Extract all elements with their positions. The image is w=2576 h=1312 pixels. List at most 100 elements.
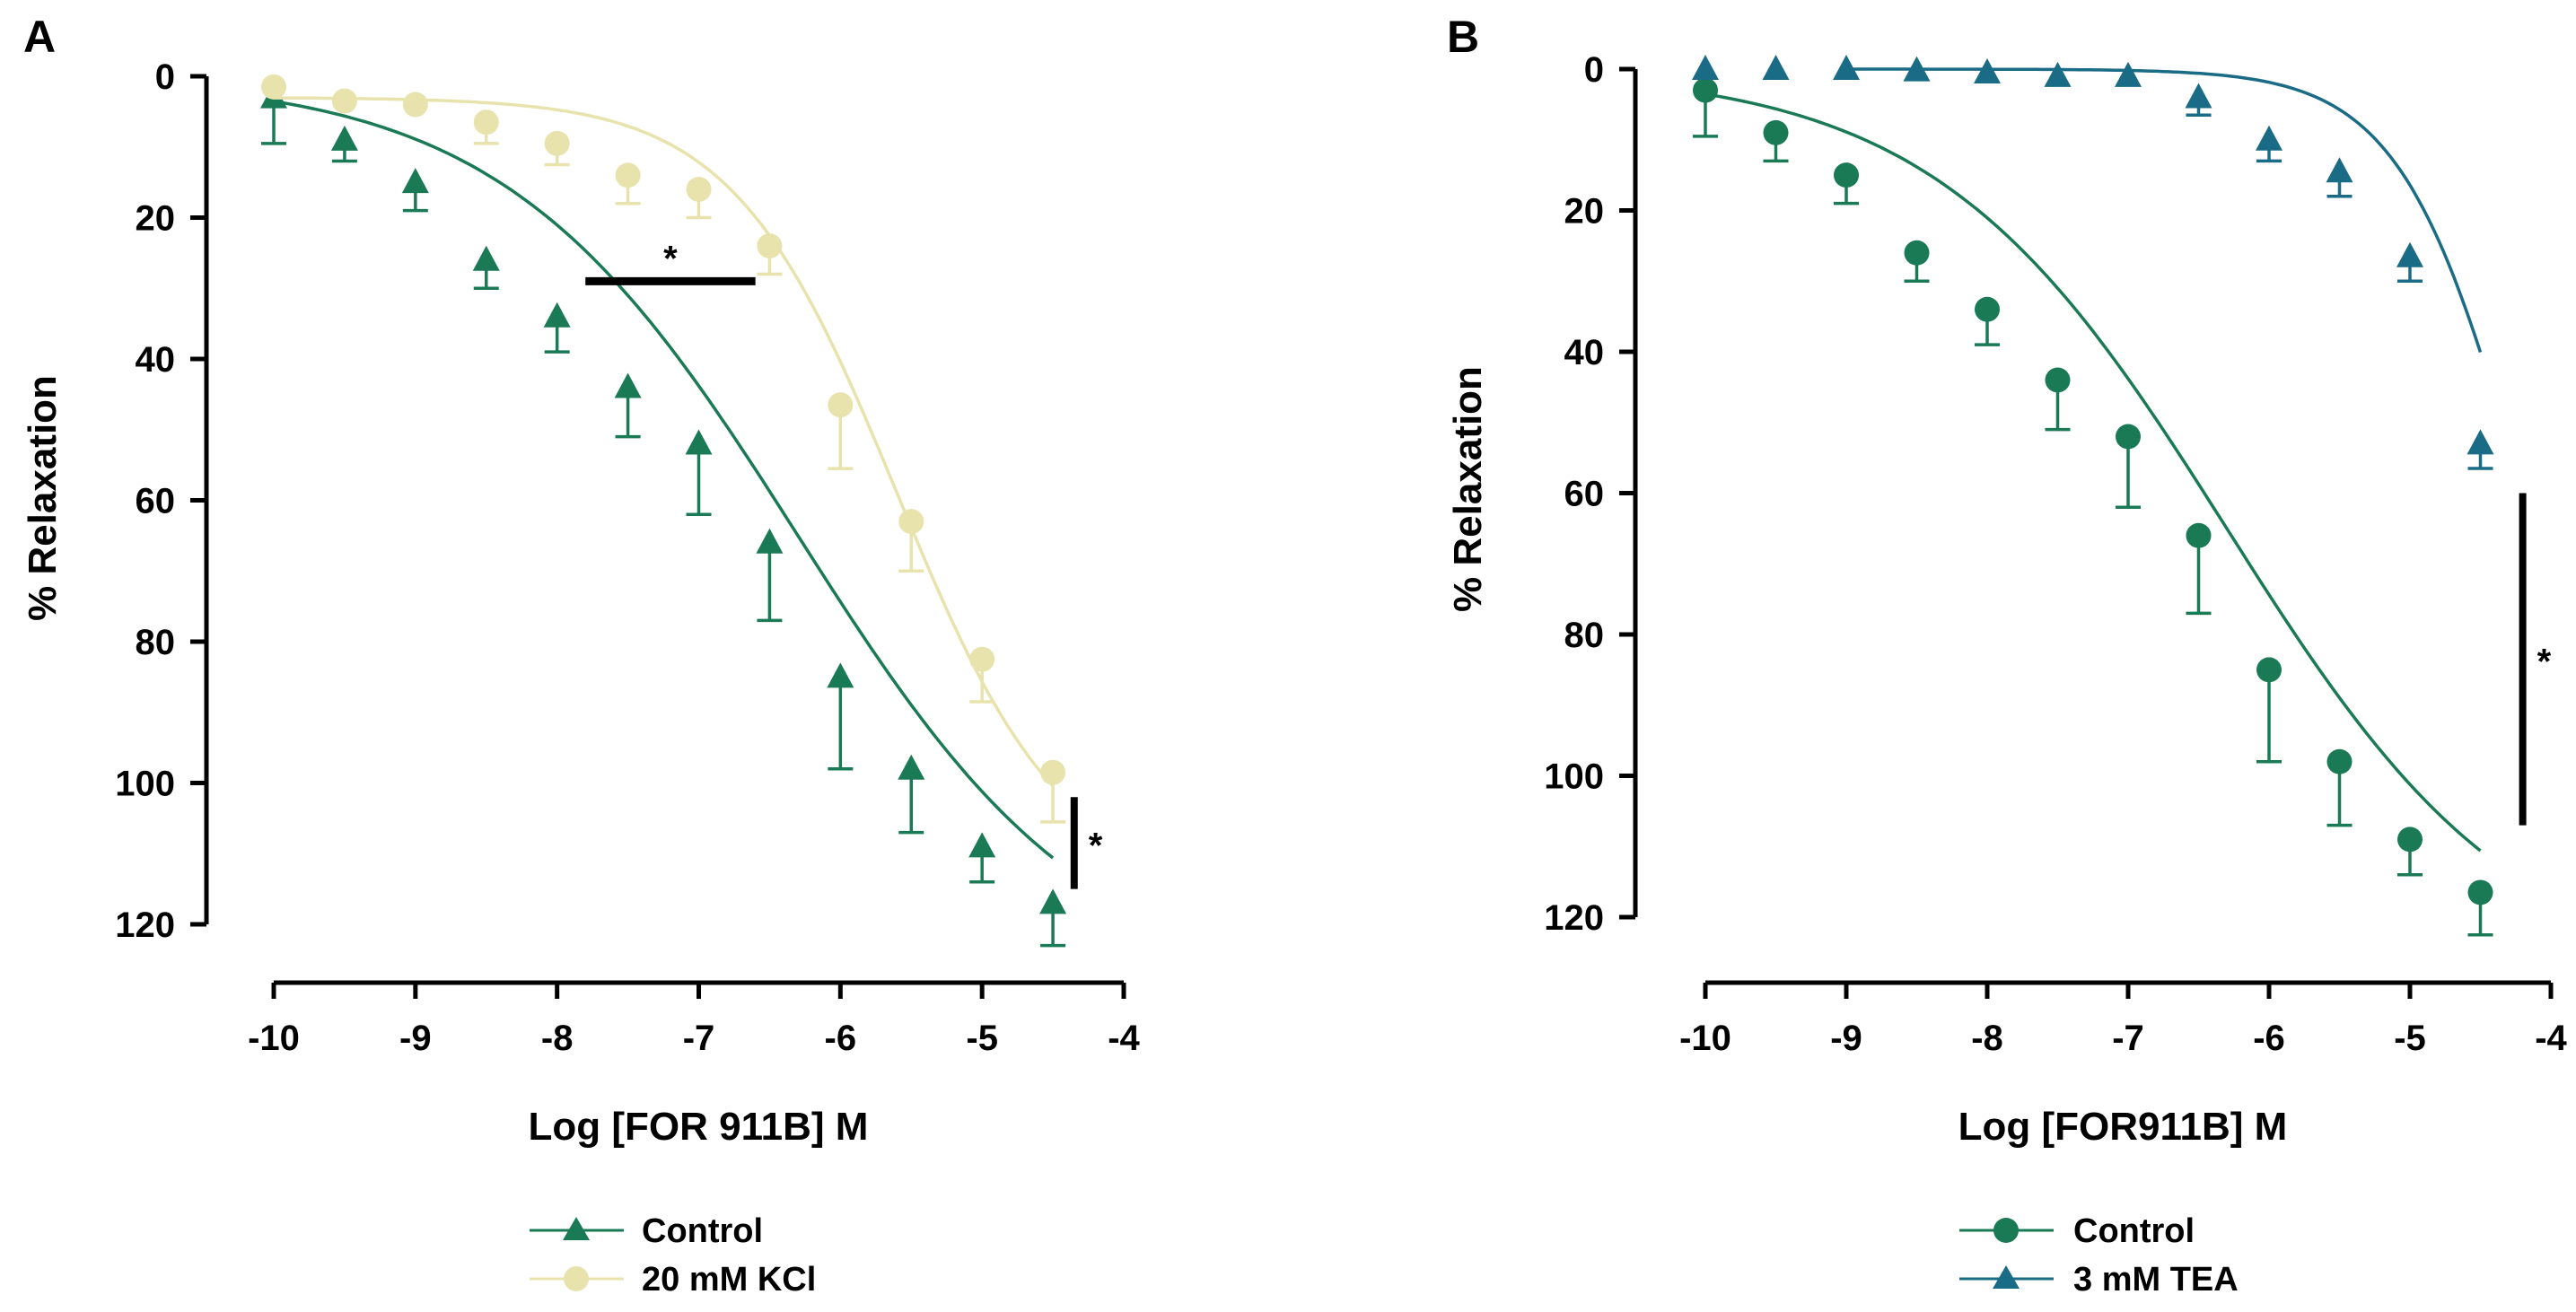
data-point-20-mm-kcl-a [331,88,357,114]
y-tick-label-a: 20 [136,199,176,239]
y-tick-label-b: 80 [1564,616,1605,655]
fit-curve-20-mm-kcl-a [274,96,1055,787]
legend-label-kcl-a: 20 mM KCl [642,1261,816,1299]
panel-b: B Log [FOR911B] M % Relaxation Control 3… [1446,12,2568,1299]
data-point-20-mm-kcl-a [898,509,924,535]
data-point-3-mm-tea-b [1762,55,1790,80]
data-point-3-mm-tea-b [2396,241,2423,267]
data-point-20-mm-kcl-a [969,646,995,672]
significance-label-a: * [663,239,678,278]
legend-marker-kcl-a [564,1266,589,1291]
y-tick-label-b: 60 [1564,475,1605,514]
data-point-20-mm-kcl-a [757,233,783,258]
legend-entry-control-a: Control [530,1212,763,1250]
significance-label-b: * [2537,643,2552,682]
y-tick-label-a: 100 [115,765,175,804]
data-point-3-mm-tea-b [2326,157,2353,183]
data-point-20-mm-kcl-a [1040,759,1066,785]
data-point-20-mm-kcl-a [473,109,499,136]
data-point-20-mm-kcl-a [615,162,641,188]
legend-marker-tea-b [1993,1265,2020,1289]
x-tick-label-a: -5 [966,1019,998,1058]
significance-label-a: * [1089,826,1103,865]
fit-curve-3-mm-tea-b [1846,67,2483,354]
x-tick-label-a: -4 [1108,1019,1140,1058]
data-point-3-mm-tea-b [1833,55,1860,80]
data-point-3-mm-tea-b [2115,61,2142,87]
y-tick-label-a: 40 [136,340,176,380]
x-tick-label-a: -8 [541,1019,574,1058]
x-tick-label-b: -6 [2253,1019,2285,1058]
data-point-3-mm-tea-b [1974,57,2001,83]
legend-b: Control 3 mM TEA [1959,1212,2239,1299]
data-point-control-a [827,662,854,688]
y-tick-label-a: 0 [155,57,175,97]
panel-letter-a: A [23,12,56,62]
data-point-3-mm-tea-b [2256,125,2282,151]
data-point-control-a [543,302,571,328]
data-point-control-b [1904,240,1930,266]
data-point-control-a [614,372,642,398]
panel-a: A Log [FOR 911B] M % Relaxation Control … [21,12,1141,1299]
data-point-3-mm-tea-b [2044,61,2072,87]
y-tick-label-a: 60 [136,482,176,521]
data-point-3-mm-tea-b [1903,56,1931,82]
data-point-control-b [1975,296,2000,322]
legend-entry-tea-b: 3 mM TEA [1959,1261,2239,1299]
data-point-control-b [2397,827,2423,853]
legend-label-control-b: Control [2073,1212,2195,1250]
data-point-control-b [2045,367,2071,393]
legend-marker-control-a [563,1217,590,1240]
legend-entry-control-b: Control [1959,1212,2195,1250]
data-point-control-b [1693,77,1718,103]
data-point-3-mm-tea-b [2185,83,2212,109]
y-tick-label-b: 120 [1544,898,1604,938]
y-axis-title-b: % Relaxation [1446,366,1490,612]
data-point-control-b [2116,424,2141,450]
y-tick-label-a: 120 [115,905,175,945]
y-tick-label-b: 40 [1564,333,1605,372]
y-tick-label-a: 80 [136,623,176,662]
panel-letter-b: B [1447,12,1479,62]
x-tick-label-a: -9 [399,1019,432,1058]
data-point-control-a [401,168,429,194]
data-point-20-mm-kcl-a [402,92,428,118]
fit-curve-control-b [1704,92,2482,853]
data-point-control-b [1763,119,1789,145]
x-tick-label-b: -5 [2394,1019,2426,1058]
y-tick-label-b: 100 [1544,757,1604,797]
x-tick-label-b: -8 [1971,1019,2003,1058]
legend-entry-kcl-a: 20 mM KCl [530,1261,816,1299]
data-point-control-a [756,528,784,554]
x-axis-title-a: Log [FOR 911B] M [529,1105,869,1149]
data-point-20-mm-kcl-a [544,130,570,156]
x-axis-title-b: Log [FOR911B] M [1958,1105,2288,1149]
data-point-3-mm-tea-b [2466,429,2494,455]
y-tick-label-b: 0 [1584,50,1604,90]
data-point-control-b [2256,657,2282,683]
y-tick-label-b: 20 [1564,192,1605,232]
legend-a: Control 20 mM KCl [530,1212,816,1299]
data-point-20-mm-kcl-a [261,74,286,100]
data-point-control-b [2467,879,2493,905]
x-tick-label-b: -4 [2535,1019,2567,1058]
data-point-3-mm-tea-b [1692,55,1719,80]
data-point-20-mm-kcl-a [686,177,712,202]
legend-label-tea-b: 3 mM TEA [2073,1261,2239,1299]
data-point-control-a [472,245,500,271]
x-tick-label-b: -7 [2112,1019,2144,1058]
legend-label-control-a: Control [642,1212,763,1250]
data-point-control-a [330,125,358,151]
data-point-control-b [2326,748,2353,774]
y-axis-title-a: % Relaxation [21,375,65,621]
x-tick-label-a: -6 [825,1019,857,1058]
data-point-control-b [2186,522,2212,548]
x-tick-label-a: -7 [683,1019,715,1058]
data-point-20-mm-kcl-a [828,392,854,418]
data-point-control-a [968,832,996,858]
x-tick-label-b: -10 [1679,1019,1731,1058]
data-point-control-a [898,754,925,780]
data-point-control-b [1834,162,1859,188]
data-point-control-a [685,429,713,455]
